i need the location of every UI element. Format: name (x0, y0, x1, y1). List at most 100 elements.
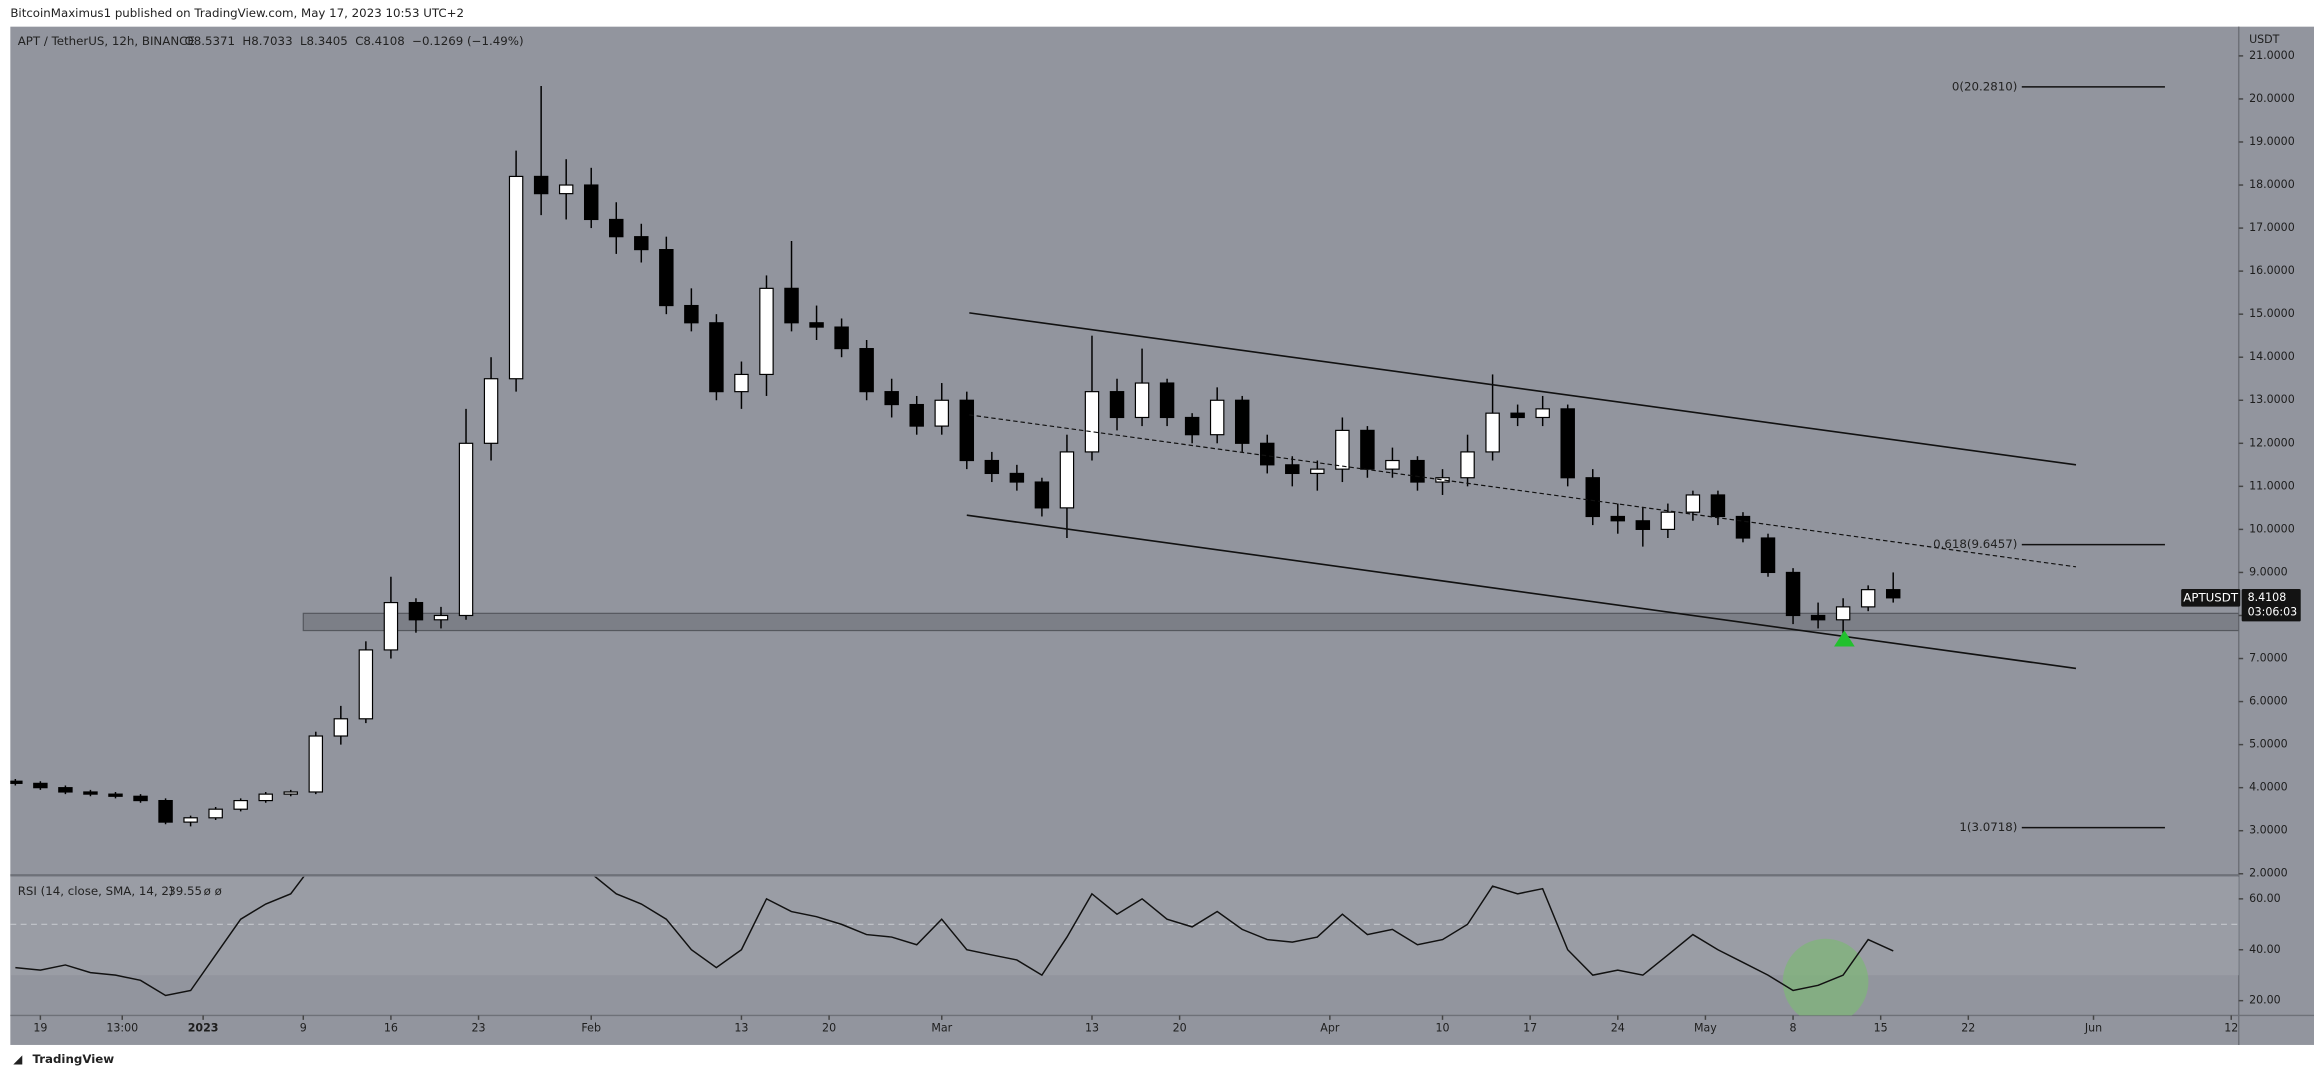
x-tick-label: 9 (300, 1022, 307, 1035)
candle-body (1109, 391, 1125, 419)
candle-body (984, 459, 1000, 475)
candle-body (108, 793, 123, 797)
x-tick-label: 16 (384, 1022, 398, 1035)
x-tick-label: 20 (822, 1022, 836, 1035)
candle-body (558, 184, 574, 195)
rsi-band (10, 876, 2239, 976)
candle-body (634, 236, 649, 251)
candle-body (308, 735, 324, 793)
y-tick-label: 13.0000 (2249, 393, 2295, 406)
candle-body (734, 373, 749, 393)
candle-body (1885, 589, 1901, 599)
bounce-marker (1834, 630, 1855, 647)
rsi-pane (10, 876, 2239, 1016)
candle-body (58, 787, 73, 793)
publisher-line: BitcoinMaximus1 published on TradingView… (10, 6, 464, 20)
candle-body (483, 378, 499, 444)
candle-body (1084, 391, 1100, 453)
candle-body (1585, 477, 1600, 518)
candle-body (1560, 408, 1575, 479)
rsi-tick-label: 20.00 (2249, 994, 2281, 1007)
ohlc-item: C8.4108 (355, 34, 405, 48)
x-tick-label: 13 (1085, 1022, 1099, 1035)
price-tag-box (2241, 588, 2301, 622)
candle-body (1260, 442, 1275, 466)
candle-body (508, 175, 524, 380)
candle-body (1285, 464, 1300, 475)
y-tick-label: 19.0000 (2249, 135, 2295, 148)
candle-body (1034, 481, 1050, 509)
candle-body (1009, 472, 1025, 483)
candle-body (809, 322, 824, 328)
y-tick-label: 21.0000 (2249, 49, 2295, 62)
candle-body (158, 799, 173, 823)
candle-body (1410, 459, 1425, 483)
y-tick-label: 6.0000 (2249, 695, 2288, 708)
candle-body (934, 399, 949, 427)
y-tick-label: 16.0000 (2249, 264, 2295, 277)
candle-body (1860, 589, 1876, 608)
currency-label: USDT (2249, 33, 2280, 46)
candle-body (1460, 451, 1475, 479)
candle-body (1535, 408, 1550, 419)
footer-logo: ◢ (13, 1052, 23, 1066)
ohlc-item: −0.1269 (−1.49%) (412, 34, 523, 48)
trendline (969, 414, 2077, 568)
y-tick-label: 12.0000 (2249, 436, 2295, 449)
candle-body (609, 218, 624, 238)
candle-body (10, 780, 23, 784)
rsi-extra: ø ø (204, 884, 222, 898)
candle-body (1735, 515, 1751, 539)
price-tag-symbol-box (2181, 588, 2241, 607)
candle-body (358, 649, 374, 720)
x-tick-label: Jun (2084, 1022, 2102, 1035)
fib-label: 1(3.0718) (1959, 820, 2017, 834)
fib-label: 0(20.2810) (1952, 79, 2018, 93)
candle-body (283, 791, 298, 795)
x-tick-label: Mar (931, 1022, 952, 1035)
x-tick-label: 15 (1874, 1022, 1888, 1035)
candle-body (1234, 399, 1250, 444)
x-tick-label: 2023 (188, 1022, 219, 1035)
support-zone (302, 612, 2239, 632)
price-pane: 0(20.2810) 0.618(9.6457) 1(3.0718) (10, 79, 2239, 834)
y-tick-label: 7.0000 (2249, 652, 2288, 665)
candle-body (1360, 429, 1375, 470)
candle-body (1310, 468, 1325, 475)
candle-body (583, 184, 599, 221)
candle-body (709, 322, 724, 393)
candle-body (1485, 412, 1500, 453)
rsi-highlight (1782, 938, 1869, 1016)
candle-body (533, 175, 549, 195)
candle-body (1785, 571, 1801, 617)
candle-body (1685, 494, 1701, 513)
candle-body (233, 799, 248, 810)
candle-body (884, 391, 899, 406)
x-tick-label: 13:00 (106, 1022, 138, 1035)
y-tick-label: 5.0000 (2249, 738, 2288, 751)
rsi-title: RSI (14, close, SMA, 14, 2) (18, 884, 174, 898)
rsi-line (15, 876, 1894, 997)
candle-body (1435, 477, 1450, 483)
x-tick-label: 10 (1435, 1022, 1449, 1035)
candle-body (183, 817, 198, 823)
candle-body (258, 793, 273, 802)
candle-body (909, 403, 924, 427)
candle-body (1134, 382, 1150, 419)
y-tick-label: 15.0000 (2249, 307, 2295, 320)
trendline (969, 312, 2077, 466)
y-tick-label: 20.0000 (2249, 92, 2295, 105)
y-tick-label: 10.0000 (2249, 522, 2295, 535)
candle-body (684, 304, 699, 324)
symbol-info: APT / TetherUS, 12h, BINANCE (18, 34, 195, 48)
x-tick-label: 12 (2224, 1022, 2238, 1035)
candle-body (1159, 382, 1175, 419)
y-tick-label: 14.0000 (2249, 350, 2295, 363)
x-tick-label: 13 (734, 1022, 748, 1035)
y-tick-label: 9.0000 (2249, 565, 2288, 578)
y-tick-label: 11.0000 (2249, 479, 2295, 492)
fib-label: 0.618(9.6457) (1933, 537, 2017, 551)
candle-body (383, 601, 399, 651)
price-tag-price: 8.4108 (2248, 591, 2287, 604)
ohlc-item: O8.5371 (184, 34, 235, 48)
